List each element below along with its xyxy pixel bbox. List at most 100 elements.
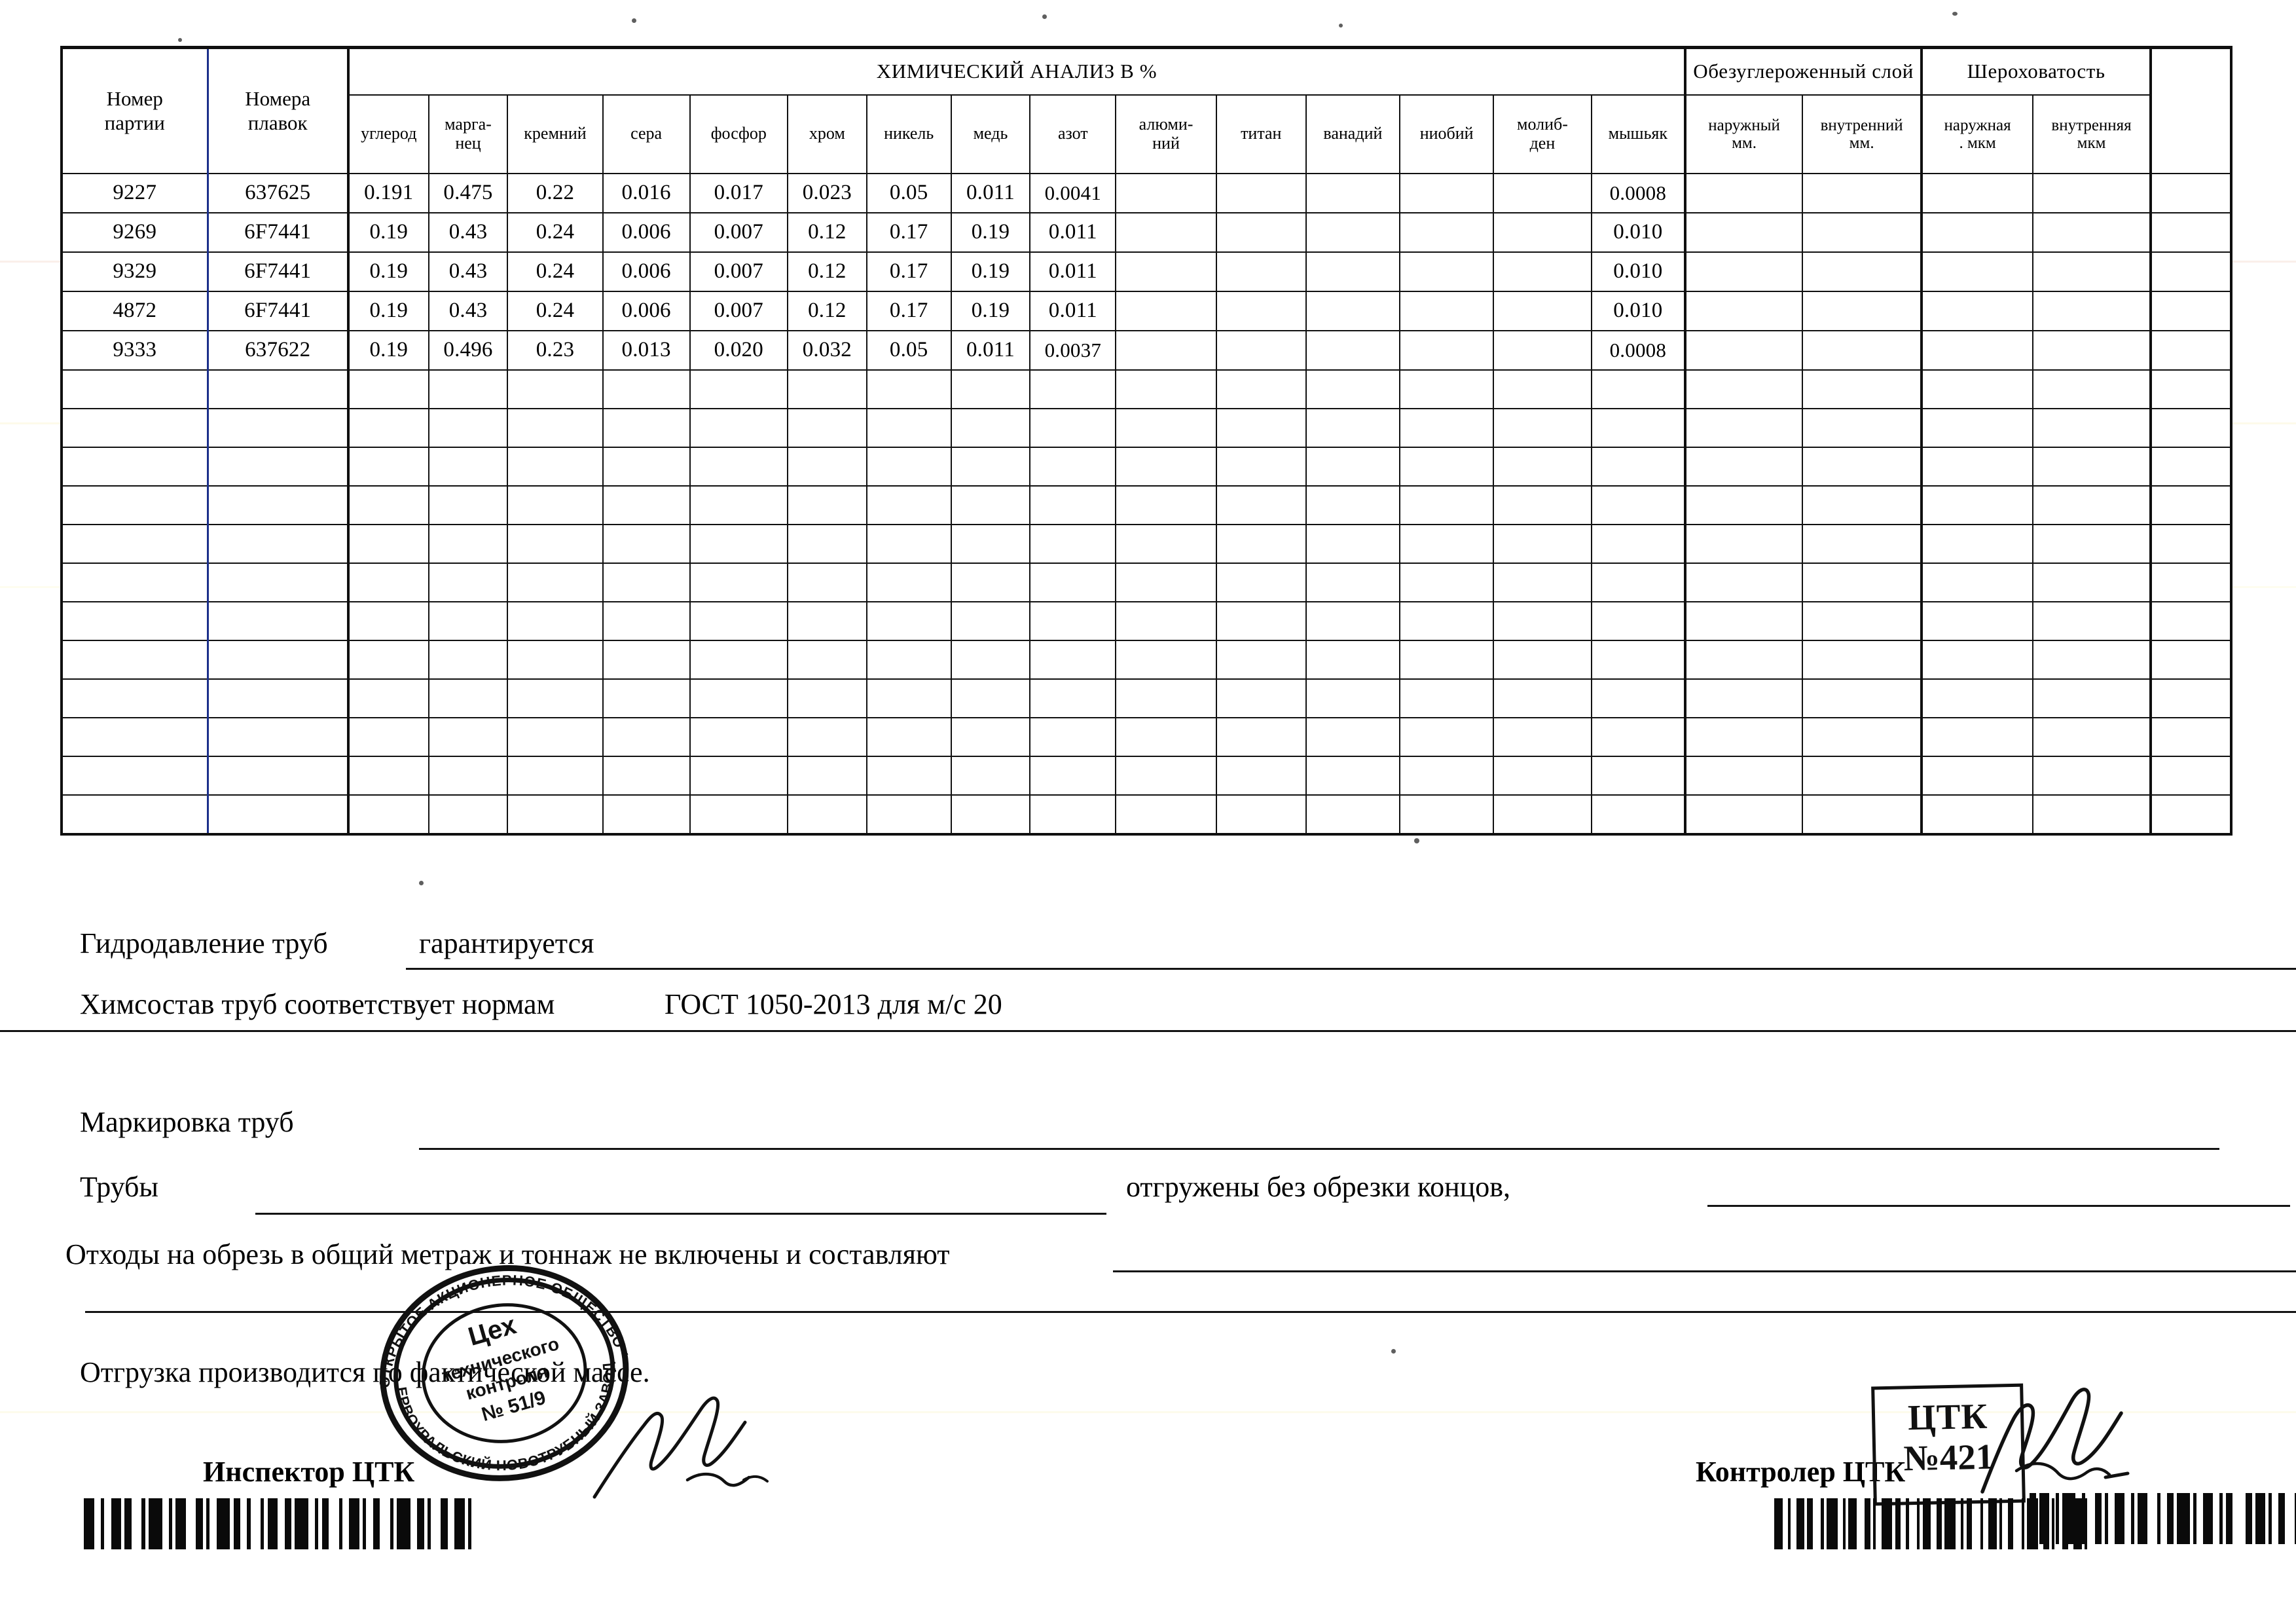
cell-partiya: 9269	[60, 212, 209, 253]
cell-molybdenum	[1493, 678, 1592, 718]
barcode-bar	[261, 1498, 264, 1549]
cell-decarb-inner	[1802, 446, 1923, 487]
cell-vanadium	[1305, 369, 1401, 409]
cell-nitrogen	[1029, 600, 1117, 641]
chemical-analysis-table-wrapper: Номер партии Номера плавок ХИМИЧЕСКИЙ АН…	[60, 46, 2232, 836]
cell-decarb-outer	[1685, 369, 1804, 409]
cell-aluminium	[1115, 212, 1217, 253]
cell-silicon	[507, 794, 604, 836]
table-row: 9333 637622 0.19 0.496 0.23 0.013 0.020 0.032 0.…	[60, 329, 2232, 371]
cell-manganese	[428, 562, 509, 602]
cell-phosphorus	[689, 716, 788, 757]
cell-vanadium	[1305, 523, 1401, 564]
cell-decarb-inner	[1802, 212, 1923, 253]
cell-aluminium	[1115, 251, 1217, 292]
cell-roughness-outer	[1921, 716, 2033, 757]
cell-decarb-outer	[1685, 639, 1804, 680]
pipes-tail-text: отгружены без обрезки концов,	[1126, 1171, 1511, 1203]
cell-aluminium	[1115, 446, 1217, 487]
barcode-bar	[2013, 1498, 2022, 1549]
barcode-bar	[247, 1498, 251, 1549]
header-nickel: никель	[866, 94, 952, 174]
cell-plavka	[206, 794, 349, 836]
cell-decarb-inner	[1802, 600, 1923, 641]
barcode-bar	[1826, 1498, 1838, 1549]
barcode-bar	[2255, 1493, 2265, 1544]
cell-titanium	[1215, 446, 1307, 487]
inspector-label: Инспектор ЦТК	[203, 1456, 415, 1488]
cell-carbon: 0.19	[346, 329, 429, 371]
header-roughness-inner: внутренняя мкм	[2032, 94, 2153, 174]
barcode-bar	[1895, 1498, 1901, 1549]
cell-sulfur	[602, 794, 691, 836]
barcode-bar	[2002, 1498, 2007, 1549]
cell-chromium: 0.12	[786, 212, 867, 253]
cell-copper: 0.19	[950, 212, 1031, 253]
barcode-bar	[1848, 1498, 1857, 1549]
barcode-bar	[1821, 1498, 1824, 1549]
cell-manganese	[428, 407, 509, 448]
cell-copper	[950, 678, 1031, 718]
cell-decarb-inner	[1802, 251, 1923, 292]
cell-decarb-inner	[1802, 369, 1923, 409]
cell-sulfur: 0.006	[602, 212, 691, 253]
cell-roughness-outer	[1921, 172, 2033, 213]
barcode-bar	[104, 1498, 111, 1549]
cell-titanium	[1215, 523, 1307, 564]
cell-decarb-inner	[1802, 755, 1923, 796]
cell-roughness-inner	[2032, 716, 2153, 757]
cell-chromium	[786, 369, 867, 409]
cell-silicon	[507, 716, 604, 757]
barcode-bar	[2285, 1493, 2295, 1544]
cell-nickel	[866, 446, 952, 487]
cell-plavka	[206, 600, 349, 641]
barcode-bar	[295, 1498, 308, 1549]
header-chromium: хром	[786, 94, 867, 174]
barcode-bar	[1842, 1498, 1846, 1549]
barcode-bar	[1956, 1498, 1961, 1549]
cell-phosphorus	[689, 755, 788, 796]
cell-nickel	[866, 523, 952, 564]
cell-vanadium	[1305, 290, 1401, 331]
cell-roughness-outer	[1921, 369, 2033, 409]
cell-sulfur	[602, 523, 691, 564]
cell-nitrogen	[1029, 369, 1117, 409]
barcode-bar	[1909, 1498, 1918, 1549]
cell-plavka	[206, 369, 349, 409]
cell-nitrogen	[1029, 523, 1117, 564]
barcode-bar	[2105, 1493, 2108, 1544]
cell-nitrogen: 0.011	[1029, 251, 1117, 292]
barcode-bar	[363, 1498, 367, 1549]
cell-nickel	[866, 794, 952, 836]
cell-sulfur: 0.016	[602, 172, 691, 213]
waste-label: Отходы на обрезь в общий метраж и тоннаж…	[65, 1238, 950, 1270]
cell-molybdenum	[1493, 369, 1592, 409]
barcode-bar	[2295, 1493, 2296, 1544]
barcode-bar	[2157, 1493, 2160, 1544]
cell-phosphorus	[689, 485, 788, 525]
cell-aluminium	[1115, 329, 1217, 371]
cell-chromium	[786, 600, 867, 641]
barcode-bar	[1787, 1498, 1791, 1549]
cell-decarb-outer	[1685, 212, 1804, 253]
scan-speck	[1042, 14, 1047, 19]
cell-molybdenum	[1493, 562, 1592, 602]
header-sulfur: сера	[602, 94, 691, 174]
table-body: 9227 637625 0.191 0.475 0.22 0.016 0.017 0.023 0…	[60, 172, 2232, 836]
group-header-row: Номер партии Номера плавок ХИМИЧЕСКИЙ АН…	[60, 46, 2232, 174]
header-manganese: марга- нец	[428, 94, 509, 174]
cell-roughness-inner	[2032, 407, 2153, 448]
cell-roughness-inner	[2032, 562, 2153, 602]
hydro-pressure-value: гарантируется	[419, 927, 594, 959]
cell-decarb-outer	[1685, 716, 1804, 757]
cell-phosphorus: 0.007	[689, 251, 788, 292]
barcode-bar	[1922, 1498, 1931, 1549]
cell-nitrogen	[1029, 562, 1117, 602]
cell-phosphorus	[689, 600, 788, 641]
cell-niobium	[1399, 678, 1495, 718]
cell-roughness-inner	[2032, 485, 2153, 525]
cell-vanadium	[1305, 562, 1401, 602]
cell-carbon: 0.191	[346, 172, 429, 213]
barcode-bar	[2213, 1493, 2219, 1544]
cell-aluminium	[1115, 407, 1217, 448]
